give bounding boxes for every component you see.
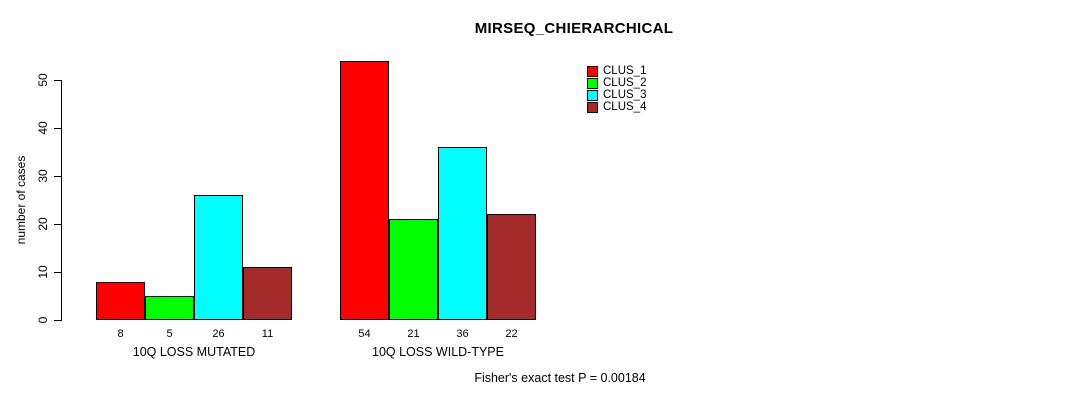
- x-axis-category-label: 10Q LOSS MUTATED: [132, 345, 256, 359]
- legend-item: CLUS_4: [587, 101, 646, 113]
- bar-clus_1: [340, 61, 389, 320]
- y-tick-label: 40: [36, 121, 50, 135]
- y-tick-mark: [54, 176, 61, 177]
- legend-label: CLUS_3: [603, 89, 647, 101]
- bar-clus_2: [389, 219, 438, 320]
- legend-swatch-icon: [587, 77, 598, 89]
- bar-value-label: 54: [358, 328, 371, 340]
- bar-value-label: 36: [456, 328, 469, 340]
- y-tick-label: 50: [36, 73, 50, 87]
- bar-clus_3: [194, 195, 243, 320]
- bar-value-label: 21: [407, 328, 420, 340]
- bar-clus_2: [145, 296, 194, 320]
- legend-swatch-icon: [587, 101, 598, 113]
- legend-item: CLUS_1: [587, 65, 646, 77]
- legend-swatch-icon: [587, 89, 598, 101]
- bar-clus_3: [438, 147, 487, 320]
- legend-label: CLUS_1: [603, 65, 647, 77]
- y-tick-label: 20: [36, 217, 50, 231]
- bar-value-label: 26: [212, 328, 225, 340]
- y-axis-line: [61, 80, 62, 321]
- y-axis-title: number of cases: [14, 155, 28, 245]
- y-tick-label: 10: [36, 265, 50, 279]
- bar-clus_1: [96, 282, 145, 320]
- legend: CLUS_1 CLUS_2 CLUS_3 CLUS_4: [587, 65, 646, 113]
- y-tick-mark: [54, 80, 61, 81]
- chart-title: MIRSEQ_CHIERARCHICAL: [474, 20, 674, 37]
- y-tick-mark: [54, 128, 61, 129]
- legend-label: CLUS_4: [603, 101, 647, 113]
- bar-value-label: 5: [166, 328, 173, 340]
- bar-value-label: 22: [505, 328, 518, 340]
- legend-item: CLUS_3: [587, 89, 646, 101]
- bar-value-label: 8: [117, 328, 124, 340]
- legend-item: CLUS_2: [587, 77, 646, 89]
- y-tick-label: 30: [36, 169, 50, 183]
- bar-clus_4: [487, 214, 536, 320]
- bar-value-label: 11: [261, 328, 274, 340]
- y-tick-mark: [54, 320, 61, 321]
- y-tick-label: 0: [36, 316, 50, 324]
- y-tick-mark: [54, 224, 61, 225]
- legend-swatch-icon: [587, 65, 598, 77]
- legend-label: CLUS_2: [603, 77, 647, 89]
- bar-clus_4: [243, 267, 292, 320]
- y-tick-mark: [54, 272, 61, 273]
- fisher-test-annotation: Fisher's exact test P = 0.00184: [474, 371, 646, 385]
- x-axis-category-label: 10Q LOSS WILD-TYPE: [372, 345, 504, 359]
